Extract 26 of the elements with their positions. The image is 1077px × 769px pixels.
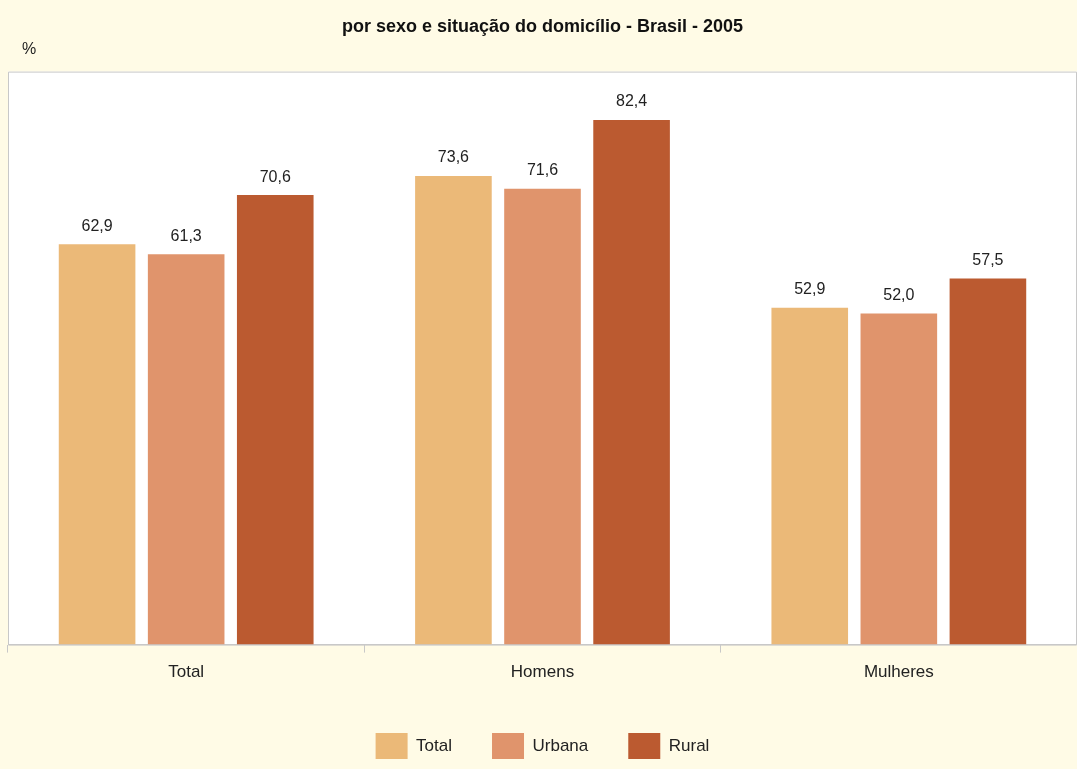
y-axis-title: %: [22, 40, 37, 58]
data-label: 61,3: [170, 226, 202, 244]
data-label: 62,9: [81, 216, 113, 234]
data-label: 70,6: [259, 167, 291, 185]
bar: [949, 278, 1027, 645]
x-tick-label: Homens: [510, 662, 575, 682]
data-label: 82,4: [616, 92, 648, 110]
data-label: 73,6: [437, 148, 470, 166]
bar: [147, 254, 225, 645]
bar: [593, 119, 670, 645]
data-label: 71,6: [526, 161, 559, 179]
bar: [771, 307, 849, 645]
legend-label: Urbana: [532, 735, 589, 755]
legend-label: Total: [416, 735, 453, 755]
data-label: 52,9: [794, 280, 826, 298]
chart-title: por sexo e situação do domicílio - Brasil - 2005: [341, 15, 744, 36]
data-label: 57,5: [972, 250, 1004, 268]
legend-label: Rural: [668, 735, 710, 755]
bar: [860, 313, 938, 645]
bar: [236, 195, 314, 645]
bar: [504, 188, 581, 645]
bar: [415, 176, 492, 645]
data-label: 52,0: [883, 285, 915, 303]
x-tick-label: Mulheres: [863, 662, 934, 682]
bar: [58, 244, 136, 645]
x-tick-label: Total: [168, 662, 205, 682]
